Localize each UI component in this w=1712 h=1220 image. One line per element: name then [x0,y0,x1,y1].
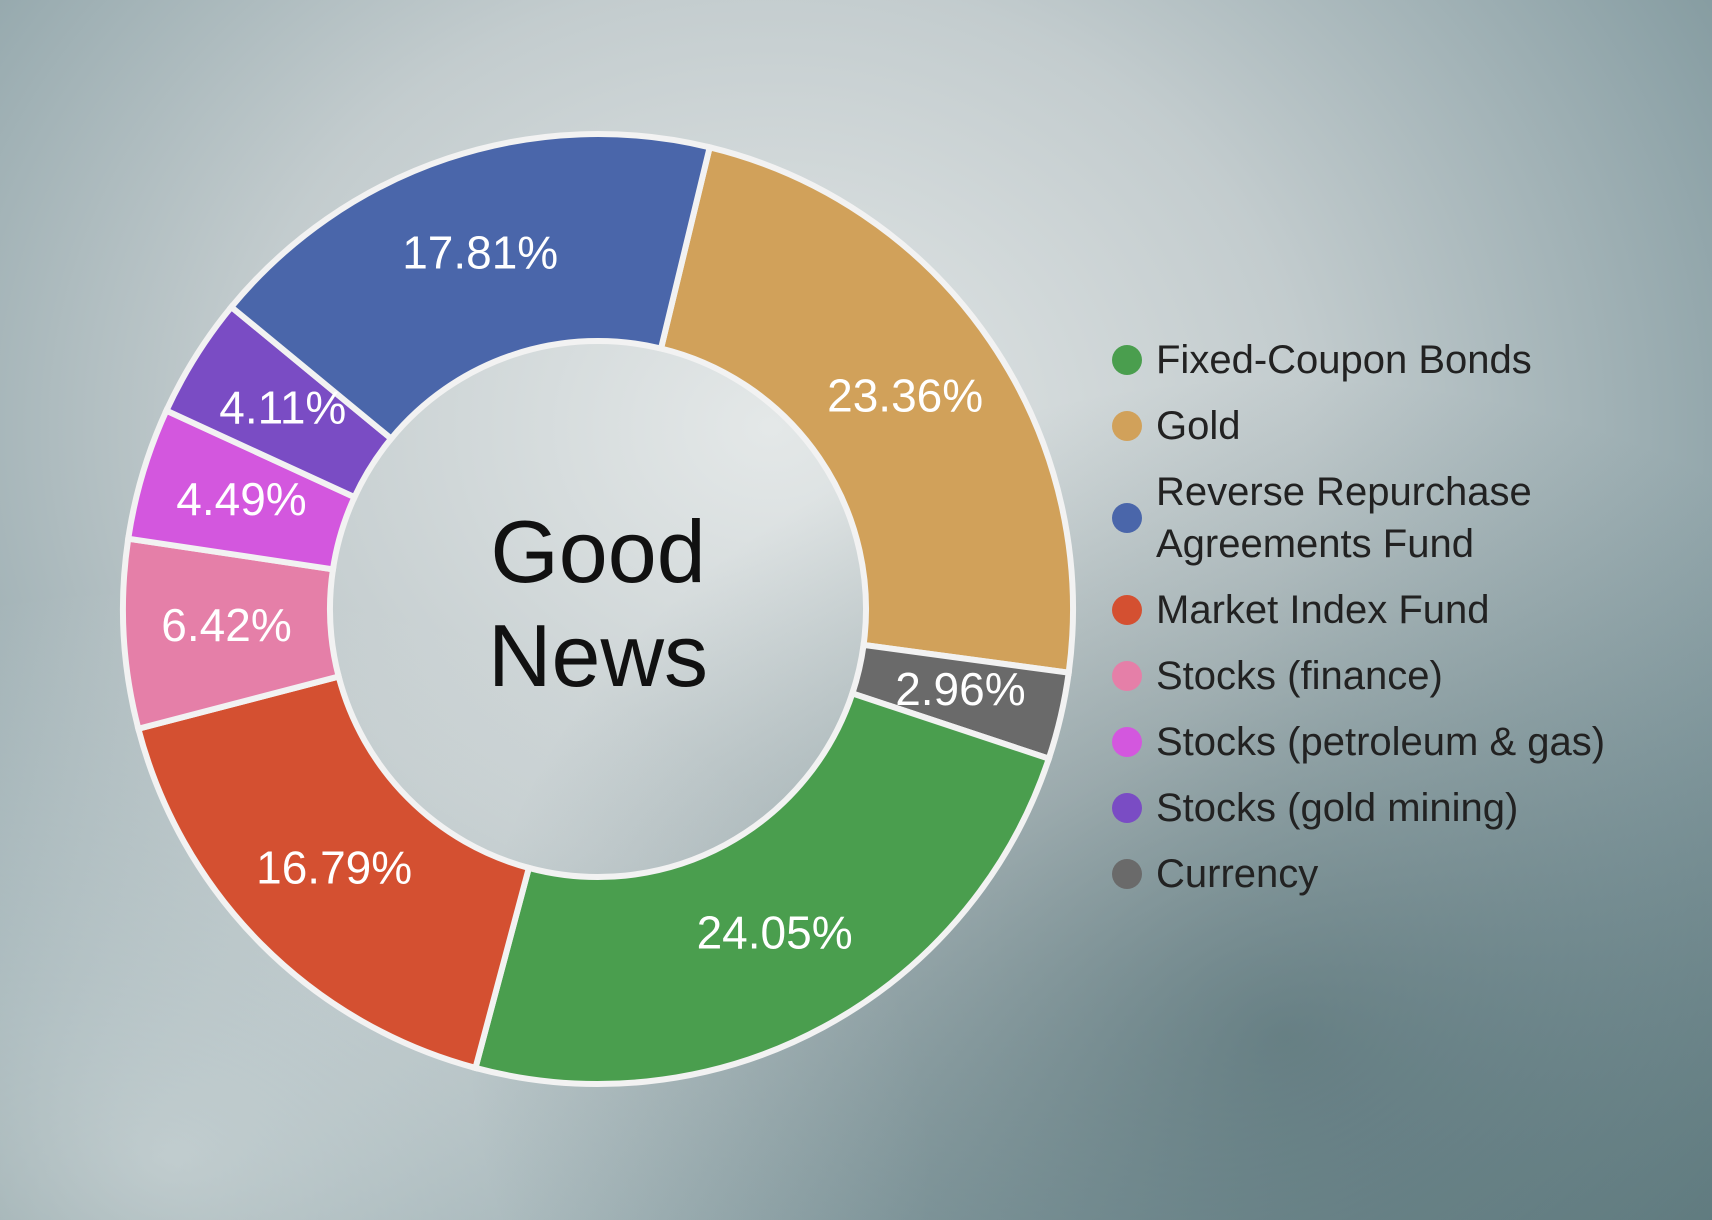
legend-label: Fixed-Coupon Bonds [1156,338,1532,382]
slice-label: 17.81% [402,226,558,278]
slice [657,143,1076,677]
legend-label: Stocks (gold mining) [1156,786,1519,830]
slice [227,131,714,443]
legend-label: Currency [1156,852,1319,896]
legend-swatch [1112,503,1142,533]
slice-label: 23.36% [827,369,983,421]
legend-swatch [1112,411,1142,441]
legend-label: Reverse Repurchase Agreements Fund [1156,470,1532,566]
slice [134,672,533,1072]
legend-swatch [1112,661,1142,691]
legend-item: Fixed-Coupon Bonds [1112,334,1676,386]
legend-swatch [1112,345,1142,375]
slice-label: 4.11% [219,382,346,434]
legend-swatch [1112,595,1142,625]
slice [471,689,1053,1087]
legend-label: Market Index Fund [1156,588,1490,632]
legend-label: Gold [1156,404,1241,448]
legend: Fixed-Coupon Bonds Gold Reverse Repurchase… [1112,334,1676,900]
legend-item: Market Index Fund [1112,584,1676,636]
legend-swatch [1112,727,1142,757]
slice-label: 24.05% [697,907,853,959]
legend-item: Stocks (finance) [1112,650,1676,702]
legend-swatch [1112,859,1142,889]
slice-label: 16.79% [256,841,412,893]
slice-label: 2.96% [895,663,1025,715]
legend-swatch [1112,793,1142,823]
legend-label: Stocks (petroleum & gas) [1156,720,1606,764]
legend-item: Gold [1112,400,1676,452]
slice-label: 6.42% [161,599,291,651]
legend-label: Stocks (finance) [1156,654,1443,698]
legend-item: Stocks (gold mining) [1112,782,1676,834]
legend-item: Reverse Repurchase Agreements Fund [1112,466,1676,570]
legend-item: Currency [1112,848,1676,900]
legend-item: Stocks (petroleum & gas) [1112,716,1676,768]
center-text: Good News [487,502,709,705]
slice-label: 4.49% [176,473,306,525]
